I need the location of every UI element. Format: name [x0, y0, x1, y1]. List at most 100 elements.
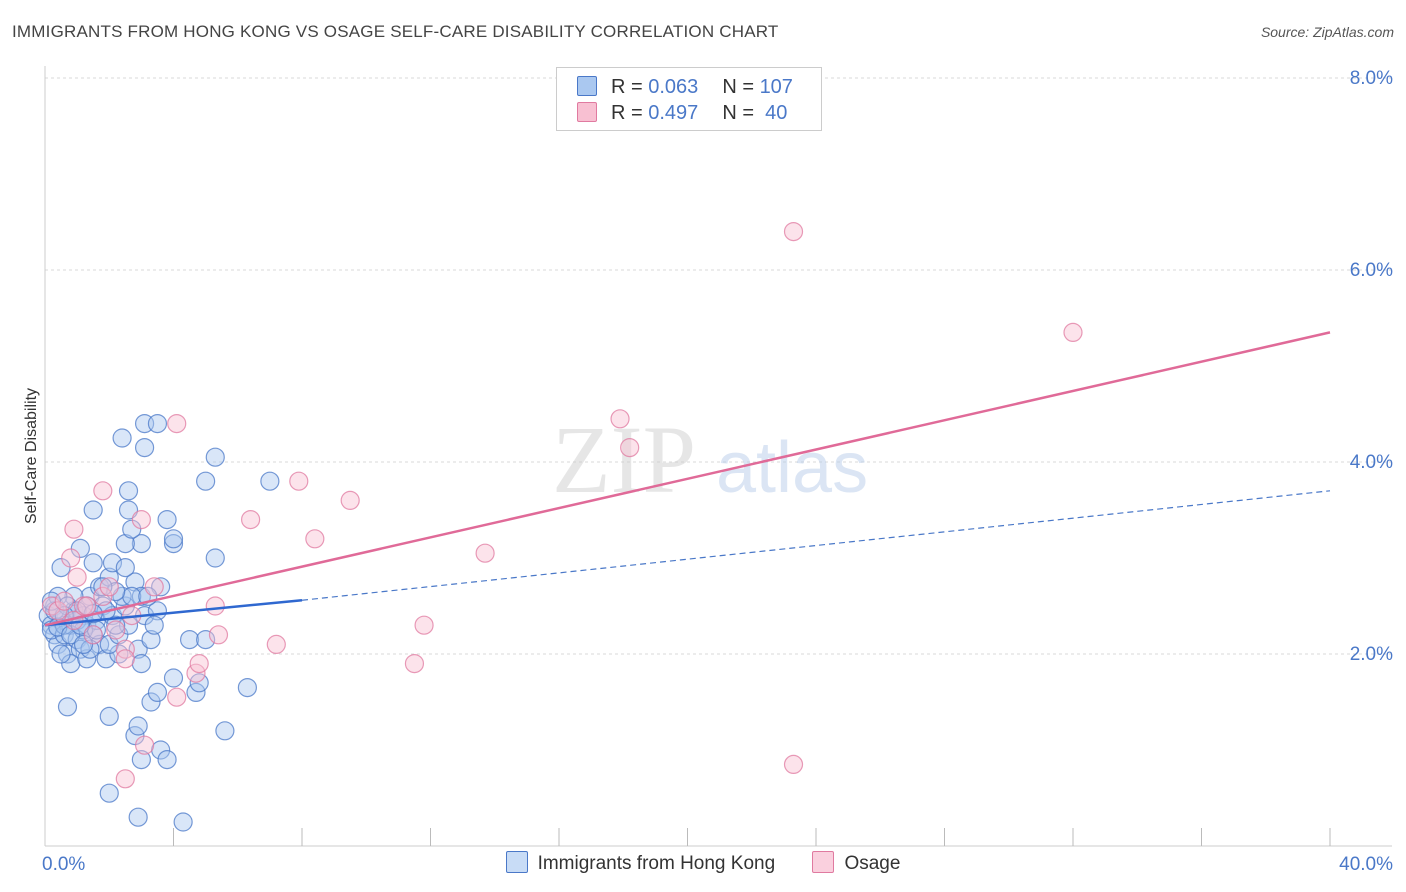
point-osage — [61, 548, 81, 568]
point-hong-kong — [196, 629, 216, 650]
point-osage — [134, 735, 155, 755]
point-hong-kong — [131, 586, 151, 607]
point-hong-kong — [115, 557, 135, 578]
point-hong-kong — [131, 749, 151, 770]
series-legend: Immigrants from Hong Kong Osage — [0, 851, 1406, 875]
point-hong-kong — [134, 438, 155, 458]
point-osage — [414, 615, 434, 635]
point-hong-kong — [70, 538, 90, 559]
point-hong-kong — [173, 812, 193, 832]
legend-label: Immigrants from Hong Kong — [537, 853, 776, 874]
y-tick-label: 6.0% — [1350, 260, 1393, 281]
point-hong-kong — [128, 716, 148, 736]
watermark-zip: ZIP — [552, 406, 696, 513]
trend-line-hong-kong-dashed — [301, 490, 1331, 601]
point-hong-kong — [128, 807, 148, 827]
legend-item-hong-kong[interactable]: Immigrants from Hong Kong — [505, 851, 776, 875]
watermark-atlas: atlas — [716, 428, 868, 508]
point-hong-kong — [163, 668, 184, 688]
point-osage — [783, 222, 804, 242]
point-hong-kong — [163, 529, 184, 549]
x-tick-label: 40.0% — [1339, 854, 1393, 875]
point-osage — [189, 653, 209, 674]
point-hong-kong — [144, 615, 164, 635]
point-osage — [266, 634, 286, 655]
point-osage — [208, 625, 229, 645]
point-osage — [144, 577, 164, 597]
legend-n-value: 107 — [759, 76, 793, 98]
point-osage — [610, 409, 630, 429]
point-osage — [620, 438, 640, 458]
point-osage — [475, 543, 495, 563]
legend-r-label: R = — [611, 102, 649, 124]
legend-r-label: R = — [611, 76, 649, 98]
point-hong-kong — [51, 644, 71, 664]
point-osage — [340, 490, 360, 510]
point-osage — [77, 596, 97, 616]
point-osage — [67, 567, 87, 587]
point-hong-kong — [99, 706, 119, 727]
y-tick-label: 4.0% — [1350, 452, 1393, 473]
point-osage — [167, 414, 187, 434]
point-hong-kong — [102, 553, 123, 573]
point-hong-kong — [157, 509, 177, 530]
point-hong-kong — [151, 577, 171, 597]
point-hong-kong — [73, 634, 94, 655]
point-osage — [167, 687, 187, 707]
legend-row-hong-kong: R = 0.063 N = 107 — [577, 76, 793, 100]
y-tick-label: 8.0% — [1350, 68, 1393, 89]
point-osage — [93, 481, 113, 501]
point-hong-kong — [61, 625, 81, 645]
trend-lines — [44, 331, 1331, 627]
point-hong-kong — [122, 586, 142, 607]
point-osage — [241, 509, 261, 530]
legend-n-label: N = — [722, 76, 760, 98]
point-osage — [305, 529, 325, 549]
point-hong-kong — [147, 414, 168, 434]
point-hong-kong — [57, 697, 78, 717]
point-osage — [106, 620, 126, 640]
point-hong-kong — [122, 519, 142, 539]
point-hong-kong — [112, 428, 132, 448]
stats-legend: R = 0.063 N = 107 R = 0.497 N = 40 — [556, 67, 822, 131]
point-osage — [83, 625, 103, 645]
point-hong-kong — [131, 653, 151, 674]
legend-swatch — [812, 851, 835, 873]
point-hong-kong — [115, 533, 135, 554]
legend-swatch-blue — [577, 76, 597, 96]
data-points — [38, 222, 1083, 832]
chart-title: IMMIGRANTS FROM HONG KONG VS OSAGE SELF-… — [12, 22, 779, 41]
point-hong-kong — [179, 629, 200, 650]
point-hong-kong — [99, 783, 119, 803]
point-hong-kong — [83, 553, 103, 573]
point-osage — [54, 591, 74, 611]
point-osage — [205, 596, 225, 616]
point-hong-kong — [118, 481, 139, 501]
point-osage — [783, 754, 804, 775]
point-hong-kong — [260, 471, 280, 491]
point-hong-kong — [141, 692, 161, 712]
point-hong-kong — [83, 500, 103, 520]
axes — [44, 66, 1392, 847]
point-hong-kong — [205, 548, 225, 568]
point-osage — [115, 769, 135, 789]
legend-r-value: 0.063 — [648, 76, 699, 98]
grid-lines — [45, 77, 1392, 655]
tick-labels: 2.0% 4.0% 6.0% 8.0% 0.0% 40.0% — [42, 68, 1393, 875]
y-axis-label: Self-Care Disability — [23, 388, 40, 524]
point-osage — [131, 509, 151, 530]
point-osage — [1063, 322, 1083, 342]
point-hong-kong — [205, 447, 225, 467]
point-osage — [64, 519, 84, 539]
point-hong-kong — [118, 500, 139, 520]
point-osage — [48, 601, 68, 621]
point-hong-kong — [51, 557, 71, 578]
trend-line-osage — [44, 331, 1331, 627]
point-hong-kong — [96, 649, 116, 669]
point-hong-kong — [64, 586, 84, 607]
legend-n-value: 40 — [759, 102, 788, 124]
legend-item-osage[interactable]: Osage — [812, 851, 900, 875]
trend-line-hong-kong — [44, 598, 303, 627]
source-label: Source: ZipAtlas.com — [1260, 24, 1394, 40]
